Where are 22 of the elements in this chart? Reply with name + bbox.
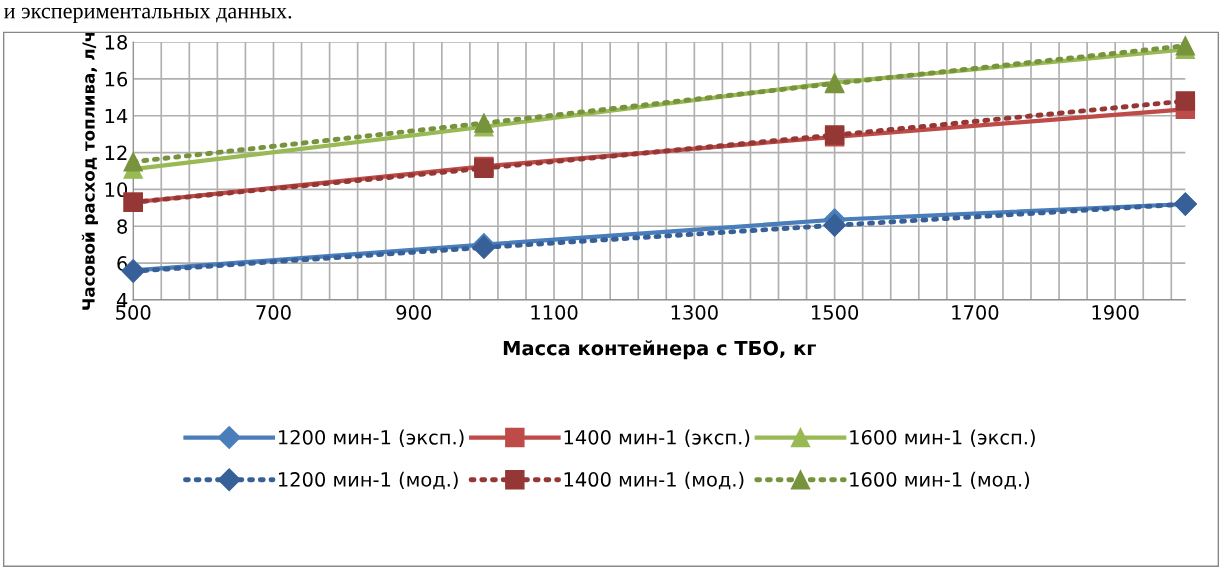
y-tick-label: 18 <box>105 34 128 50</box>
x-tick-label: 1700 <box>952 305 999 320</box>
y-tick-label: 8 <box>117 219 128 234</box>
x-tick-label: 1100 <box>531 305 578 320</box>
legend-label: 1600 мин-1 (эксп.) <box>850 429 1035 447</box>
legend-label: 1200 мин-1 (эксп.) <box>278 429 464 447</box>
y-axis-title: Часовой расход топлива, л/ч <box>81 32 99 310</box>
x-tick-label: 1900 <box>1092 305 1139 320</box>
x-tick-label: 1500 <box>812 305 859 320</box>
x-axis-title: Масса контейнера с ТБО, кг <box>503 340 816 360</box>
y-tick-label: 12 <box>105 145 127 160</box>
legend-label: 1200 мин-1 (мод.) <box>278 471 458 490</box>
y-tick-label: 16 <box>105 71 128 87</box>
x-tick-label: 1300 <box>671 305 718 320</box>
x-tick-label: 900 <box>396 305 432 320</box>
text: и экспериментальных данных. <box>4 7 292 23</box>
y-tick-label: 14 <box>105 108 128 124</box>
legend-label: 1400 мин-1 (эксп.) <box>564 429 750 447</box>
y-tick-label: 10 <box>105 182 128 198</box>
x-tick-label: 700 <box>256 305 291 320</box>
legend-label: 1600 мин-1 (мод.) <box>850 471 1030 490</box>
legend-label: 1400 мин-1 (мод.) <box>564 471 744 490</box>
